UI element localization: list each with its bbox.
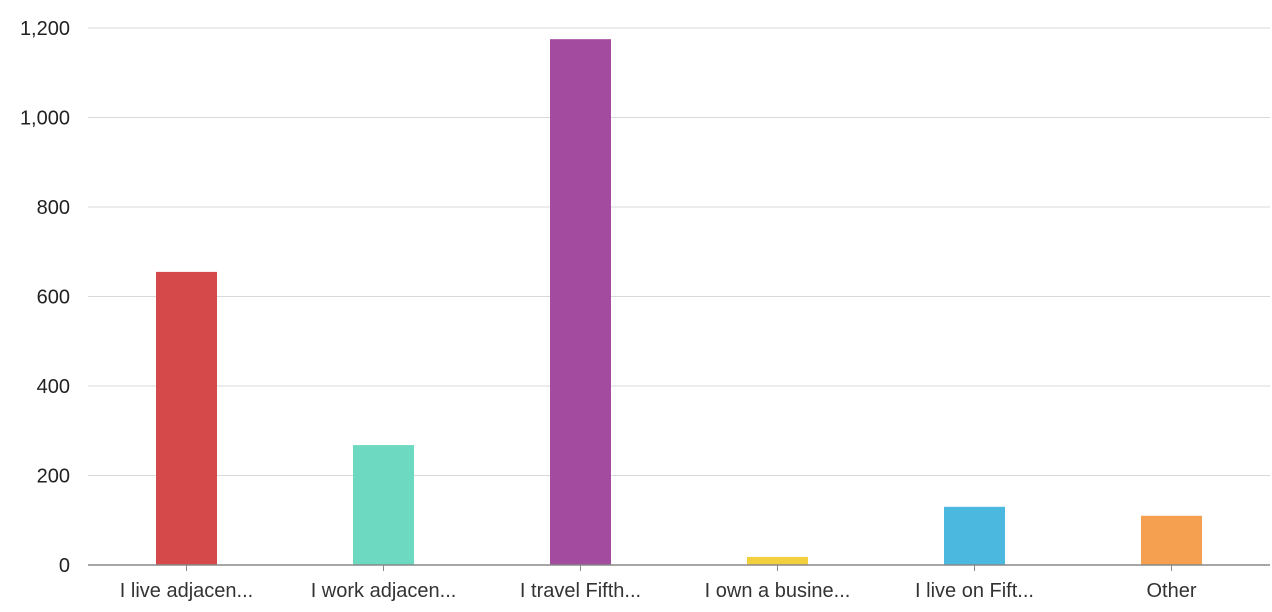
- y-tick-label: 200: [37, 466, 70, 488]
- x-tick-label: I live adjacen...: [120, 580, 253, 602]
- y-tick-label: 0: [59, 555, 70, 577]
- x-tick-label: I travel Fifth...: [520, 580, 641, 602]
- x-tick-label: Other: [1146, 580, 1196, 602]
- y-tick-label: 800: [37, 197, 70, 219]
- x-tick-label: I live on Fift...: [915, 580, 1034, 602]
- y-axis-ticks: 0 200 400 600 800 1,000 1,200: [20, 18, 70, 577]
- gridlines: [88, 27, 1270, 476]
- y-tick-label: 400: [37, 376, 70, 398]
- bar-1[interactable]: [353, 445, 414, 565]
- bar-4[interactable]: [944, 506, 1005, 565]
- bar-3[interactable]: [747, 556, 808, 565]
- bar-0[interactable]: [156, 271, 217, 565]
- y-tick-label: 1,200: [20, 18, 70, 40]
- x-axis-ticks: I live adjacen... I work adjacen... I trav…: [120, 565, 1197, 602]
- y-tick-label: 600: [37, 287, 70, 309]
- bars: [156, 39, 1202, 565]
- x-tick-label: I own a busine...: [705, 580, 851, 602]
- y-tick-label: 1,000: [20, 108, 70, 130]
- x-tick-label: I work adjacen...: [311, 580, 457, 602]
- bar-5[interactable]: [1141, 515, 1202, 565]
- bar-2[interactable]: [550, 39, 611, 565]
